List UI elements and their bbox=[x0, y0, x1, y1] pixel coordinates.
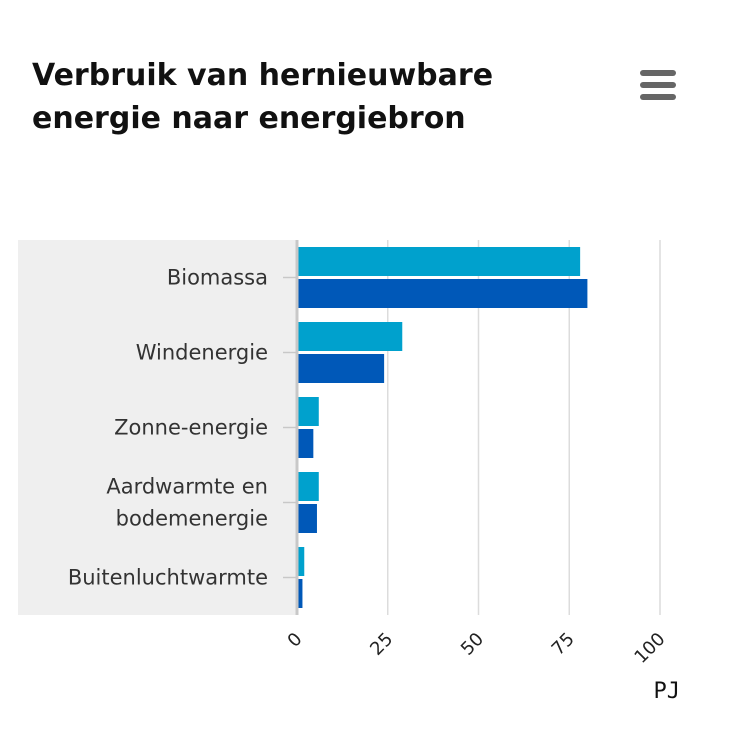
bar-1-1 bbox=[297, 354, 385, 383]
bar-3-1 bbox=[297, 504, 317, 533]
bar-0-1 bbox=[297, 279, 588, 308]
chart-title: Verbruik van hernieuwbare energie naar e… bbox=[32, 58, 494, 136]
bar-0-0 bbox=[297, 247, 581, 276]
x-axis-label: PJ bbox=[654, 679, 681, 704]
x-tick-label: 100 bbox=[630, 629, 669, 668]
category-label: Windenergie bbox=[136, 341, 268, 365]
bar-2-1 bbox=[297, 429, 314, 458]
bar-3-0 bbox=[297, 472, 319, 501]
category-label: Aardwarmte en bbox=[106, 475, 268, 499]
hamburger-menu-icon[interactable] bbox=[640, 70, 676, 100]
category-label: Buitenluchtwarmte bbox=[68, 566, 268, 590]
bar-4-1 bbox=[297, 579, 303, 608]
bar-2-0 bbox=[297, 397, 319, 426]
category-band bbox=[18, 240, 297, 615]
bar-1-0 bbox=[297, 322, 403, 351]
category-label: bodemenergie bbox=[116, 507, 268, 531]
category-label: Biomassa bbox=[167, 266, 268, 290]
x-tick-label: 50 bbox=[457, 629, 488, 660]
bar-4-0 bbox=[297, 547, 305, 576]
x-tick-label: 25 bbox=[366, 629, 397, 660]
x-tick-label: 0 bbox=[284, 629, 307, 652]
x-tick-label: 75 bbox=[548, 629, 579, 660]
category-label: Zonne-energie bbox=[114, 416, 268, 440]
